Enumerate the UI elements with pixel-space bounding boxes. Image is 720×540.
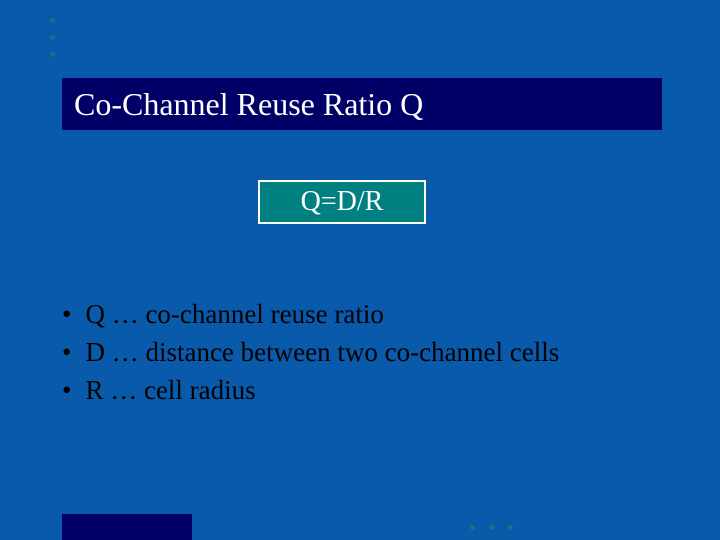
dot-icon: [50, 52, 55, 57]
decorative-dots-bottom: [470, 525, 513, 530]
formula-text: Q=D/R: [301, 186, 384, 218]
bullet-text: Q … co-channel reuse ratio: [85, 296, 383, 334]
formula-box: Q=D/R: [258, 180, 426, 224]
slide-title-bar: Co-Channel Reuse Ratio Q: [62, 78, 662, 130]
accent-bar: [62, 514, 192, 540]
list-item: D … distance between two co-channel cell…: [62, 334, 559, 372]
list-item: Q … co-channel reuse ratio: [62, 296, 559, 334]
bullet-text: D … distance between two co-channel cell…: [85, 334, 559, 372]
dot-icon: [470, 525, 475, 530]
list-item: R … cell radius: [62, 372, 559, 410]
slide-title: Co-Channel Reuse Ratio Q: [74, 86, 423, 123]
dot-icon: [489, 525, 494, 530]
decorative-dots-top: [50, 18, 55, 57]
dot-icon: [50, 18, 55, 23]
dot-icon: [508, 525, 513, 530]
dot-icon: [50, 35, 55, 40]
bullet-list: Q … co-channel reuse ratio D … distance …: [62, 296, 559, 409]
bullet-text: R … cell radius: [85, 372, 255, 410]
